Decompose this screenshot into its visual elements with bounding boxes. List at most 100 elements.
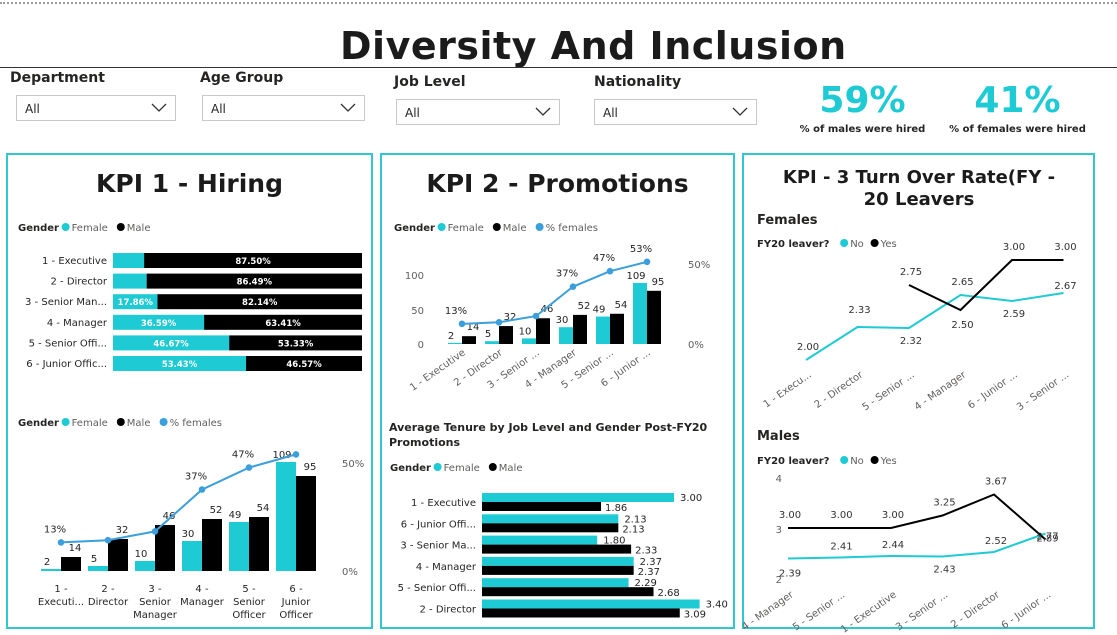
hiring-combo-category-label: Manager xyxy=(180,597,225,608)
slicer-nationality-dropdown[interactable]: All xyxy=(594,99,757,125)
page-title: Diversity And Inclusion xyxy=(340,24,847,68)
hiring-stacked-female-label: 46.67% xyxy=(153,339,189,349)
slicer-age-group-dropdown[interactable]: All xyxy=(202,95,365,121)
avg-tenure-female-label: 3.00 xyxy=(680,493,702,504)
hiring-stacked-male-label: 53.33% xyxy=(278,339,314,349)
hiring-combo-category-label: Junior xyxy=(281,597,312,608)
hiring-combo-pct-label: 13% xyxy=(44,524,66,535)
avg-tenure-legend-item: Female xyxy=(444,463,480,474)
hiring-combo-category-label: Senior xyxy=(139,597,172,608)
avg-tenure-male-bar xyxy=(482,502,602,511)
promotions-combo-y2-tick: 0% xyxy=(688,340,704,351)
promotions-combo-legend-dot xyxy=(437,223,446,231)
promotions-combo-female-label: 109 xyxy=(626,271,645,282)
turnover-females-category-label: 6 - Junior ... xyxy=(966,369,1020,411)
slicer-department-value: All xyxy=(25,102,40,116)
turnover-females-point-label: 2.00 xyxy=(797,342,819,353)
hiring-combo-category-label: Director xyxy=(88,597,129,608)
hiring-stacked-male-bar xyxy=(229,335,362,351)
hiring-stacked-male-label: 82.14% xyxy=(242,298,278,308)
turnover-males-legend-dot xyxy=(840,456,849,464)
promotions-combo-legend-title: Gender xyxy=(394,223,435,234)
turnover-females-category-label: 1 - Execu... xyxy=(762,369,814,410)
turnover-males-point-label: 2.44 xyxy=(882,540,904,551)
turnover-males-category-label: 4 - Manager xyxy=(740,589,796,633)
hiring-combo-female-bar xyxy=(41,569,61,571)
slicer-job-level-label: Job Level xyxy=(394,74,466,90)
turnover-females-line-no xyxy=(805,292,1064,361)
turnover-males-point-label: 3.25 xyxy=(933,498,955,509)
slicer-department-dropdown[interactable]: All xyxy=(16,95,176,121)
hiring-combo-category-label: Manager xyxy=(133,610,178,621)
hiring-combo-female-label: 109 xyxy=(272,450,291,461)
avg-tenure-female-label: 1.80 xyxy=(603,536,625,547)
turnover-males-y-tick: 2 xyxy=(776,575,782,586)
panel-kpi2-title: KPI 2 - Promotions xyxy=(426,169,689,198)
hiring-stacked-category-label: 5 - Senior Offi... xyxy=(29,338,107,349)
turnover-females-legend-dot xyxy=(840,239,849,247)
turnover-males-category-label: 6 - Junior ... xyxy=(1000,589,1054,631)
slicer-job-level: Job Level All xyxy=(394,74,560,125)
promotions-combo-pct-line xyxy=(461,260,648,325)
hiring-stacked-female-label: 17.86% xyxy=(118,298,154,308)
hiring-stacked-category-label: 4 - Manager xyxy=(47,318,108,329)
turnover-males-point-label: 3.67 xyxy=(985,477,1007,488)
hiring-combo-pct-label: 47% xyxy=(232,450,254,461)
turnover-females-point-label: 2.32 xyxy=(900,336,922,347)
turnover-females-point-label: 3.00 xyxy=(1054,242,1076,253)
chevron-down-icon xyxy=(340,103,356,112)
avg-tenure-category-label: 6 - Junior Offi... xyxy=(401,519,476,530)
promotions-combo-male-bar xyxy=(462,336,476,344)
turnover-females-legend-item: Yes xyxy=(880,239,897,250)
promotions-combo-y-tick: 50 xyxy=(411,306,424,317)
hiring-combo-category-label: Executi... xyxy=(38,597,84,608)
turnover-males-y-tick: 4 xyxy=(776,474,782,485)
promotions-combo-male-bar xyxy=(610,313,624,344)
hiring-combo-category-label: 2 - xyxy=(101,584,115,595)
header-divider xyxy=(0,67,1117,68)
promotions-combo-female-bar xyxy=(522,338,536,344)
promotions-combo-male-label: 54 xyxy=(615,300,628,311)
hiring-stacked-female-bar xyxy=(113,335,230,351)
promotions-combo-female-label: 5 xyxy=(485,329,491,340)
turnover-males-line-yes xyxy=(788,493,1047,541)
slicer-nationality-value: All xyxy=(603,106,618,120)
hiring-combo-category-label: Officer xyxy=(232,610,266,621)
promotions-combo-male-label: 95 xyxy=(652,277,665,288)
promotions-combo-legend-dot xyxy=(492,223,501,231)
slicer-age-group-value: All xyxy=(211,102,226,116)
hiring-combo-female-bar xyxy=(229,522,249,571)
turnover-males-point-label: 2.52 xyxy=(985,536,1007,547)
hiring-stacked-male-bar xyxy=(246,356,362,371)
turnover-females-legend-item: No xyxy=(850,239,864,250)
kpi-males-hired-value: 59% xyxy=(819,80,906,121)
hiring-stacked-male-bar xyxy=(204,314,362,330)
turnover-females-point-label: 3.00 xyxy=(1003,242,1025,253)
promotions-combo-female-bar xyxy=(633,282,647,344)
hiring-stacked-male-label: 46.57% xyxy=(286,360,322,370)
hiring-combo-male-label: 32 xyxy=(116,525,129,536)
promotions-combo-male-label: 14 xyxy=(467,322,480,333)
hiring-combo-pct-marker xyxy=(198,486,206,493)
hiring-combo-pct-marker xyxy=(57,539,65,546)
turnover-males-point-label: 2.43 xyxy=(933,565,955,576)
hiring-stacked-female-bar xyxy=(113,314,205,330)
hiring-combo-male-bar xyxy=(249,517,269,571)
hiring-combo-female-bar xyxy=(182,541,202,571)
promotions-combo-pct-marker xyxy=(569,283,577,290)
hiring-combo-legend-dot xyxy=(61,418,70,426)
avg-tenure-male-label: 2.37 xyxy=(638,567,660,578)
kpi-males-hired-caption: % of males were hired xyxy=(799,124,926,135)
avg-tenure-female-label: 2.13 xyxy=(624,514,646,525)
chevron-down-icon xyxy=(732,107,748,116)
avg-tenure-male-bar xyxy=(482,587,654,597)
hiring-combo-male-label: 46 xyxy=(163,511,176,522)
slicer-job-level-dropdown[interactable]: All xyxy=(396,99,560,125)
promotions-combo-pct-marker xyxy=(643,258,651,266)
panel-kpi3-turnover: KPI - 3 Turn Over Rate(FY - 20 Leavers xyxy=(742,153,1095,629)
avg-tenure-male-label: 2.68 xyxy=(658,588,680,599)
avg-tenure-male-label: 2.13 xyxy=(622,524,644,535)
hiring-combo-female-bar xyxy=(276,462,296,571)
promotions-combo-legend-dot xyxy=(535,223,544,231)
